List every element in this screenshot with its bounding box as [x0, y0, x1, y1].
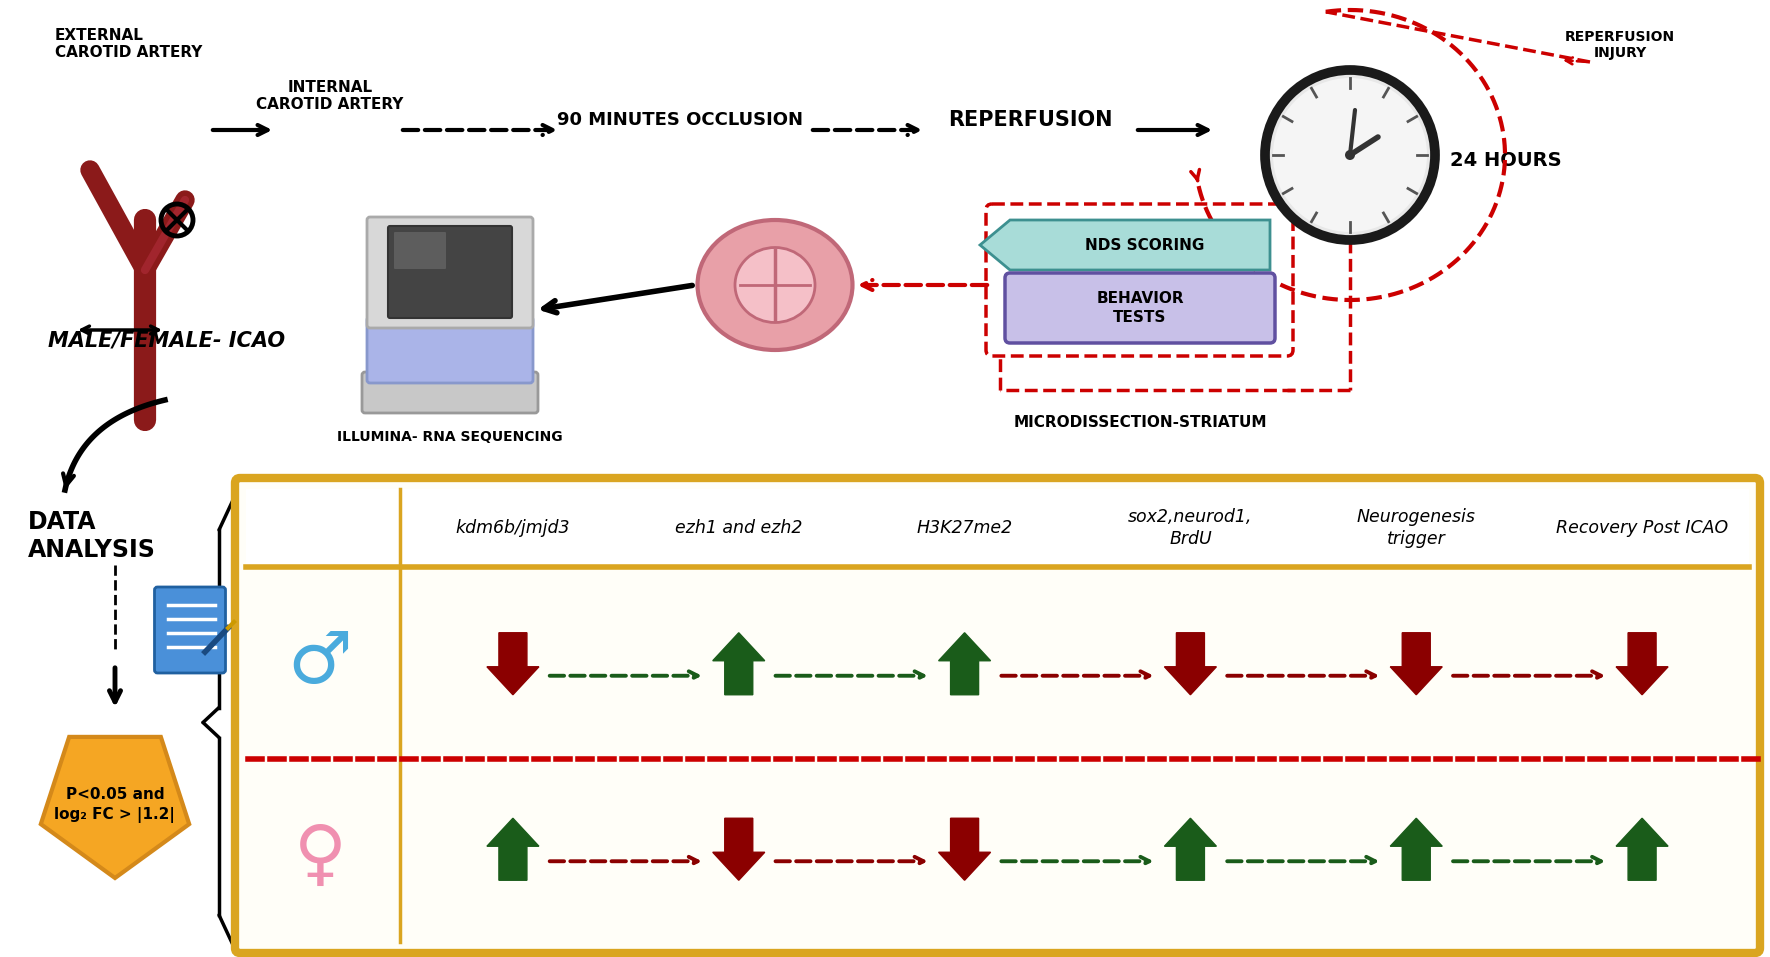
Text: P<0.05 and
log₂ FC > |1.2|: P<0.05 and log₂ FC > |1.2|	[55, 787, 175, 823]
Text: H3K27me2: H3K27me2	[917, 519, 1012, 537]
Polygon shape	[938, 818, 991, 880]
Text: kdm6b/jmjd3: kdm6b/jmjd3	[455, 519, 570, 537]
Text: NDS SCORING: NDS SCORING	[1085, 237, 1205, 253]
Circle shape	[1345, 150, 1356, 160]
Circle shape	[1273, 78, 1427, 232]
Polygon shape	[1389, 818, 1443, 880]
FancyBboxPatch shape	[366, 217, 533, 328]
Text: sox2,neurod1,
BrdU: sox2,neurod1, BrdU	[1127, 508, 1253, 548]
Polygon shape	[1389, 633, 1443, 695]
Text: DATA
ANALYSIS: DATA ANALYSIS	[28, 510, 156, 562]
Text: REPERFUSION: REPERFUSION	[947, 110, 1112, 130]
Ellipse shape	[735, 248, 814, 323]
FancyBboxPatch shape	[366, 317, 533, 383]
FancyBboxPatch shape	[363, 372, 538, 413]
Polygon shape	[1165, 818, 1216, 880]
Text: MICRODISSECTION-STRIATUM: MICRODISSECTION-STRIATUM	[1012, 415, 1267, 430]
Polygon shape	[1616, 633, 1667, 695]
Polygon shape	[1165, 633, 1216, 695]
Text: ♂: ♂	[287, 630, 352, 699]
Text: 24 HOURS: 24 HOURS	[1450, 150, 1561, 169]
Text: ILLUMINA- RNA SEQUENCING: ILLUMINA- RNA SEQUENCING	[338, 430, 563, 444]
Polygon shape	[981, 220, 1271, 270]
Polygon shape	[487, 818, 538, 880]
Text: Neurogenesis
trigger: Neurogenesis trigger	[1358, 508, 1476, 548]
Text: ezh1 and ezh2: ezh1 and ezh2	[674, 519, 802, 537]
Polygon shape	[41, 737, 189, 878]
Polygon shape	[487, 633, 538, 695]
Polygon shape	[713, 818, 765, 880]
Text: ♀: ♀	[294, 823, 347, 892]
FancyBboxPatch shape	[1005, 273, 1274, 343]
FancyBboxPatch shape	[235, 478, 1759, 953]
Ellipse shape	[697, 220, 853, 350]
Text: REPERFUSION
INJURY: REPERFUSION INJURY	[1565, 30, 1674, 60]
Polygon shape	[938, 633, 991, 695]
Text: BEHAVIOR
TESTS: BEHAVIOR TESTS	[1096, 291, 1184, 324]
Circle shape	[1266, 70, 1435, 240]
Text: Recovery Post ICAO: Recovery Post ICAO	[1556, 519, 1728, 537]
FancyBboxPatch shape	[154, 587, 225, 673]
FancyBboxPatch shape	[395, 232, 446, 269]
Bar	[246, 489, 1749, 567]
Polygon shape	[713, 633, 765, 695]
Text: EXTERNAL
CAROTID ARTERY: EXTERNAL CAROTID ARTERY	[55, 28, 202, 60]
FancyBboxPatch shape	[388, 226, 512, 318]
Polygon shape	[1616, 818, 1667, 880]
Text: 90 MINUTES OCCLUSION: 90 MINUTES OCCLUSION	[558, 111, 804, 129]
Text: MALE/FEMALE- ICAO: MALE/FEMALE- ICAO	[48, 330, 285, 350]
Text: INTERNAL
CAROTID ARTERY: INTERNAL CAROTID ARTERY	[257, 80, 404, 112]
